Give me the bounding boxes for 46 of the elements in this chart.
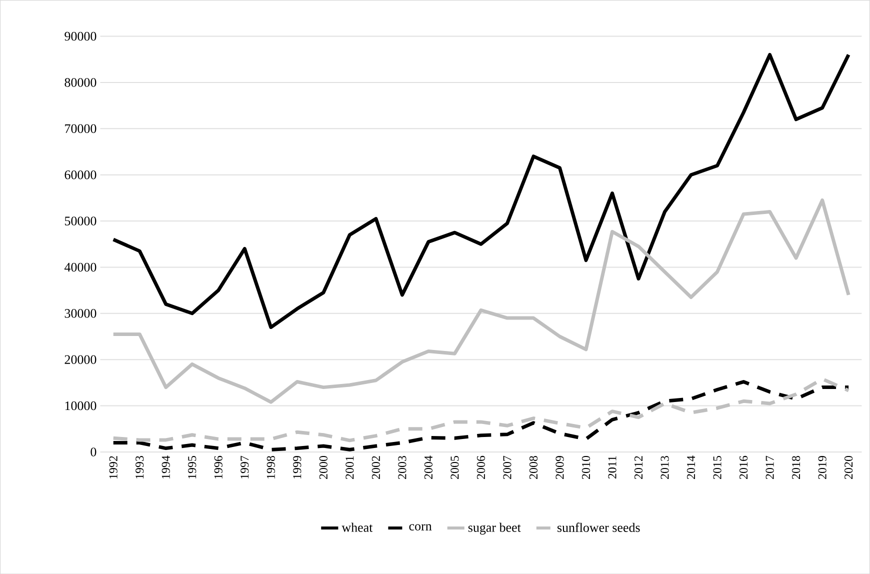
x-tick-label: 2005 [450, 456, 459, 479]
y-tick-label: 20000 [64, 355, 96, 364]
y-tick-label: 30000 [64, 308, 96, 318]
legend-label: wheat [342, 522, 373, 532]
legend-label: corn [409, 524, 432, 530]
x-tick-label: 2008 [529, 456, 538, 479]
x-tick-label: 1995 [188, 456, 196, 478]
x-tick-label: 2020 [844, 456, 853, 479]
legend-label: sunflower seeds [557, 522, 640, 532]
y-tick-label: 50000 [64, 216, 96, 226]
x-tick-label: 2002 [372, 456, 380, 479]
line-series [112, 52, 850, 329]
x-tick-label: 1992 [109, 456, 118, 478]
y-tick-label: 90000 [64, 32, 96, 41]
y-tick-label: 70000 [65, 124, 96, 133]
x-tick-label: 2007 [503, 456, 512, 479]
x-tick-label: 1994 [162, 456, 170, 478]
x-tick-label: 1993 [136, 456, 144, 478]
x-tick-label: 2019 [818, 456, 826, 479]
x-tick-label: 1999 [293, 456, 302, 478]
x-tick-label: 2014 [686, 456, 696, 479]
y-tick-label: 10000 [65, 401, 96, 410]
line-series [112, 198, 850, 404]
line-series [112, 380, 850, 452]
x-tick-label: 2017 [766, 456, 774, 479]
x-tick-label: 2015 [713, 456, 722, 479]
x-tick-label: 1998 [266, 456, 275, 478]
x-tick-label: 2001 [346, 456, 354, 479]
x-tick-label: 2012 [634, 456, 643, 479]
y-tick-label: 60000 [64, 170, 96, 180]
x-tick-label: 2004 [424, 456, 432, 479]
x-tick-label: 1996 [214, 456, 222, 478]
x-tick-label: 2009 [556, 456, 564, 479]
y-tick-label: 0 [90, 448, 96, 456]
x-tick-label: 2003 [398, 456, 406, 479]
x-tick-label: 2018 [792, 456, 800, 479]
legend-label: sugar beet [468, 522, 521, 534]
x-tick-label: 2016 [739, 456, 748, 479]
y-tick-label: 40000 [64, 262, 96, 272]
x-tick-label: 2000 [319, 456, 328, 479]
x-tick-label: 2006 [476, 456, 486, 479]
x-tick-label: 2010 [582, 456, 590, 479]
x-tick-label: 2013 [660, 456, 669, 479]
x-tick-label: 1997 [240, 456, 249, 478]
y-tick-label: 80000 [64, 78, 96, 87]
x-tick-label: 2011 [608, 456, 616, 478]
